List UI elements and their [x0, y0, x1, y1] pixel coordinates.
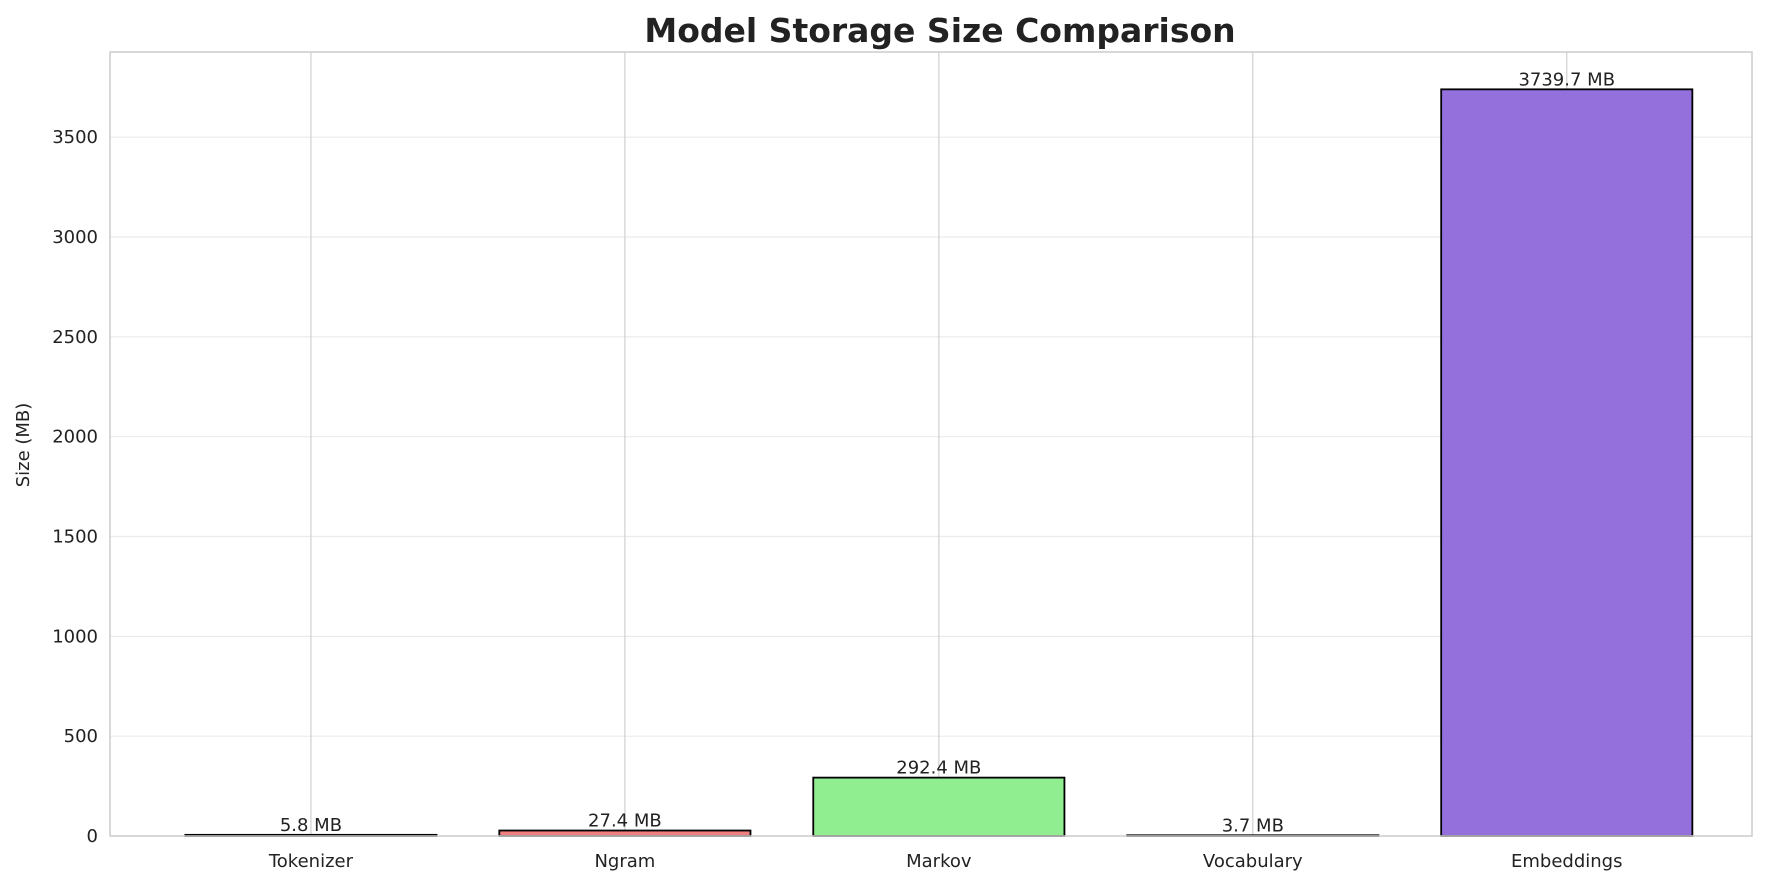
bar-embeddings: [1440, 88, 1694, 837]
data-label: 3739.7 MB: [1518, 69, 1615, 90]
y-tick-label: 2500: [52, 327, 98, 348]
y-tick-label: 3000: [52, 227, 98, 248]
y-tick-label: 2000: [52, 427, 98, 448]
data-label: 5.8 MB: [280, 815, 342, 836]
y-tick-label: 0: [87, 826, 98, 847]
data-label: 27.4 MB: [588, 811, 662, 832]
x-tick-label: Markov: [906, 851, 972, 872]
chart-title: Model Storage Size Comparison: [644, 11, 1235, 50]
plot-frame: [109, 51, 1753, 837]
y-tick-label: 1000: [52, 626, 98, 647]
data-label: 3.7 MB: [1222, 815, 1284, 836]
x-tick-label: Embeddings: [1511, 851, 1622, 872]
y-tick-label: 1500: [52, 527, 98, 548]
x-tick-label: Tokenizer: [268, 851, 354, 872]
y-tick-label: 3500: [52, 127, 98, 148]
y-axis-label: Size (MB): [13, 403, 34, 488]
y-tick-label: 500: [64, 726, 98, 747]
bar-markov: [812, 776, 1066, 837]
x-tick-label: Ngram: [594, 851, 655, 872]
data-label: 292.4 MB: [896, 758, 981, 779]
x-tick-label: Vocabulary: [1203, 851, 1303, 872]
